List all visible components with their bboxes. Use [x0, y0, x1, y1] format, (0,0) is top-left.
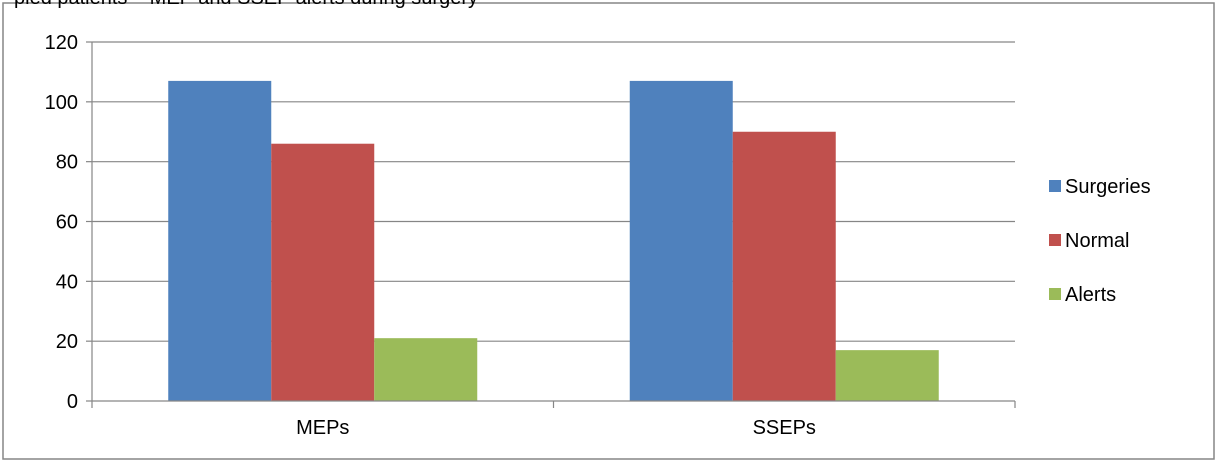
legend-label-normal: Normal [1065, 230, 1129, 252]
y-tick-label: 60 [56, 212, 78, 234]
legend-label-surgeries: Surgeries [1065, 176, 1151, 198]
bar-surgeries-meps [168, 80, 272, 402]
axes [91, 42, 1016, 408]
legend-label-alerts: Alerts [1065, 284, 1116, 306]
legend-swatch-normal [1049, 234, 1061, 246]
y-tick-label: 40 [56, 271, 78, 293]
x-axis-labels: MEPs SSEPs [296, 417, 816, 439]
x-category-label: SSEPs [753, 417, 816, 439]
y-tick-label: 80 [56, 152, 78, 174]
bar-normal-meps [271, 143, 375, 401]
bar-alerts-meps [374, 338, 478, 401]
legend-swatch-surgeries [1049, 180, 1061, 192]
bar-alerts-sseps [835, 350, 939, 401]
bar-normal-sseps [732, 131, 836, 401]
partial-caption: pled patients – MEP and SSEP alerts duri… [14, 0, 478, 9]
y-tick-label: 120 [45, 32, 78, 54]
y-tick-label: 100 [45, 92, 78, 114]
y-axis-ticks: 0 20 40 60 80 100 120 [45, 32, 92, 413]
legend: Surgeries Normal Alerts [1049, 176, 1151, 306]
bars [168, 80, 939, 402]
legend-swatch-alerts [1049, 288, 1061, 300]
y-tick-label: 0 [67, 391, 78, 413]
x-category-label: MEPs [296, 417, 349, 439]
bar-surgeries-sseps [629, 80, 733, 402]
y-tick-label: 20 [56, 331, 78, 353]
